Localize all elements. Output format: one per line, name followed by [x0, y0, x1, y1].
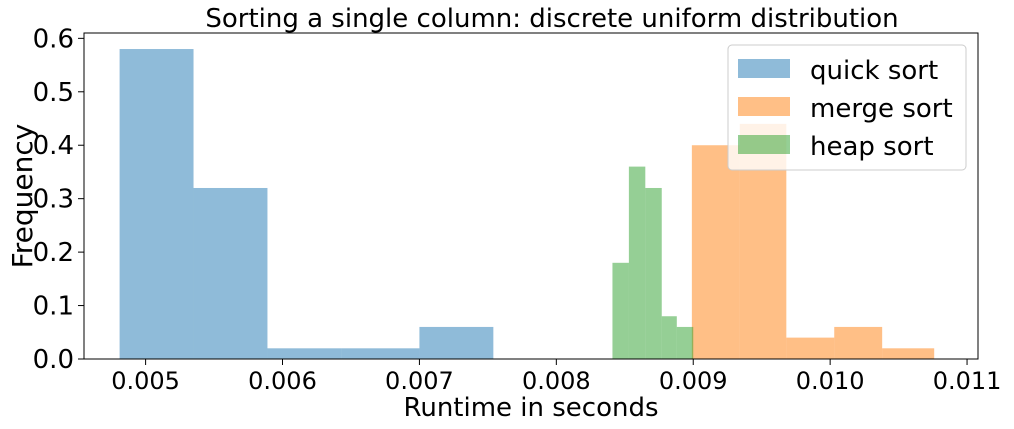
y-tick-label: 0.4 [33, 131, 74, 161]
bar-quick-sort-1 [193, 187, 268, 359]
y-tick-label: 0.5 [33, 78, 74, 108]
bar-quick-sort-2 [267, 348, 342, 359]
x-tick-label: 0.006 [248, 367, 317, 395]
x-tick-label: 0.008 [522, 367, 591, 395]
chart-title: Sorting a single column: discrete unifor… [205, 4, 898, 34]
x-tick-label: 0.007 [385, 367, 454, 395]
bar-heap-sort-3 [661, 316, 677, 359]
legend-label-heap-sort: heap sort [810, 132, 934, 162]
bar-merge-sort-3 [834, 326, 883, 359]
bar-merge-sort-0 [691, 145, 740, 359]
legend-swatch-merge-sort [738, 97, 790, 116]
x-tick-label: 0.005 [111, 367, 180, 395]
legend-swatch-heap-sort [738, 135, 790, 154]
y-tick-label: 0.0 [33, 345, 74, 375]
bar-merge-sort-4 [882, 348, 935, 359]
bar-merge-sort-2 [786, 337, 835, 359]
x-tick-label: 0.010 [796, 367, 865, 395]
bar-heap-sort-0 [612, 262, 629, 359]
legend-label-quick-sort: quick sort [810, 56, 938, 86]
x-tick-label: 0.011 [933, 367, 1002, 395]
y-tick-label: 0.2 [33, 238, 74, 268]
axes-layer: 0.005 0.006 0.007 0.008 0.009 0.010 0.011 0.0 0.… [33, 24, 1002, 395]
y-tick-label: 0.3 [33, 185, 74, 215]
x-tick-label: 0.009 [659, 367, 728, 395]
plot-frame [83, 32, 979, 360]
legend-swatch-quick-sort [738, 59, 790, 78]
x-axis-label: Runtime in seconds [403, 393, 658, 423]
bar-quick-sort-3 [341, 348, 420, 359]
bar-heap-sort-4 [676, 326, 694, 359]
bar-heap-sort-1 [628, 166, 646, 359]
legend: quick sort merge sort heap sort [727, 44, 967, 171]
y-axis-label: Frequency [6, 124, 39, 269]
y-tick-label: 0.1 [33, 292, 74, 322]
bar-quick-sort-4 [419, 326, 494, 359]
y-tick-label: 0.6 [33, 24, 74, 54]
bar-heap-sort-2 [645, 187, 662, 359]
legend-label-merge-sort: merge sort [810, 94, 953, 124]
bar-quick-sort-0 [119, 49, 194, 360]
